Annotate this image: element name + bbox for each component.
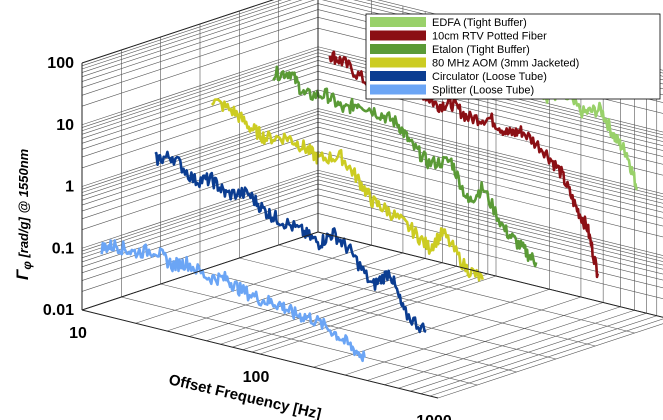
grid-line-side-y [81,0,316,77]
grid-line-side-y [81,121,319,201]
grid-line-back-y [317,121,663,208]
legend-swatch [370,30,426,41]
grid-line-side-y [81,71,319,150]
grid-line-back-y [317,213,663,300]
axis-frame-edge [317,231,663,318]
grid-line-side-y [81,56,319,135]
grid-line-side-y [81,202,319,281]
grid-line-back-y [317,114,663,201]
grid-line-side-y [81,172,319,252]
y-axis-title-rest: [rad/g] @ 1550nm [16,148,31,261]
legend-swatch [370,17,426,27]
grid-line-side-y [81,151,319,230]
legend-label: 10cm RTV Potted Fiber [432,31,547,43]
grid-line-side-y [81,46,319,126]
legend-label: Etalon (Tight Buffer) [432,44,530,56]
y-axis-title-subscript: φ [20,261,34,270]
grid-line-back-y [317,108,663,195]
grid-line-side-y [81,194,319,274]
grid-line-side-y [81,213,319,292]
grid-line-back-y [317,117,663,204]
grid-line-side-y [81,132,319,212]
grid-line-side-y [81,27,319,107]
legend-swatch [370,57,426,68]
series-line-2 [272,65,538,268]
y-axis-title-symbol: Γ [13,268,32,280]
grid-line-back-y [317,194,663,281]
axis-frame-edge [81,231,319,311]
grid-line-back-y [317,151,663,238]
y-tick-label: 0.01 [43,302,74,319]
legend-label: EDFA (Tight Buffer) [432,17,527,29]
grid-line-back-y [317,126,663,213]
grid-line-back-y [317,89,663,176]
grid-line-side-y [81,117,319,197]
grid-line-back-y [317,132,663,219]
grid-line-side-y [81,114,319,193]
legend: EDFA (Tight Buffer) 10cm RTV Potted Fiber… [365,13,661,100]
grid-line-side-y [81,169,319,249]
legend-swatch [370,84,426,95]
grid-line-side-y [81,49,319,128]
series-line-4 [154,150,427,334]
grid-line-side-y [81,111,319,190]
series-line-5 [100,239,366,363]
grid-line-floor-depth [239,257,596,347]
grid-line-floor-x [429,318,663,397]
legend-swatch [370,71,426,81]
grid-line-back-y [317,140,663,227]
grid-line-side-y [81,52,319,132]
axis-frame-edge [81,0,275,64]
grid-line-side-y [81,0,283,67]
x-tick-label: 100 [243,369,270,386]
y-tick-label: 1 [65,179,74,196]
grid-line-floor-depth [278,244,635,334]
legend-swatch [370,44,426,54]
grid-line-side-y [81,0,303,73]
grid-line-side-y [81,126,319,206]
grid-line-floor-depth [160,283,517,373]
axis-frame-edge [81,309,439,399]
grid-line-side-y [81,175,319,255]
y-tick-label: 100 [47,55,74,72]
x-tick-label: 10 [69,325,87,342]
y-tick-label: 0.1 [52,240,74,257]
grid-line-floor-depth [199,270,557,360]
axes-layer: 100 10 1 0.1 0.01 10 100 1000 [43,0,663,420]
grid-line-back-y [317,179,663,266]
grid-line-side-y [81,78,319,158]
legend-label: Splitter (Loose Tube) [432,85,534,97]
grid-line-back-y [317,172,663,259]
x-tick-label: 1000 [416,413,452,420]
grid-line-side-y [81,0,292,70]
series-line-3 [210,98,484,282]
grid-line-side-y [81,3,319,82]
grid-line-back-y [317,111,663,197]
y-tick-label: 10 [56,117,74,134]
grid-line-floor-depth [121,296,478,386]
grid-line-side-y [81,17,319,96]
legend-label: 80 MHz AOM (3mm Jacketed) [432,58,579,70]
grid-line-side-y [81,179,319,259]
grid-line-side-y [81,108,319,187]
grid-line-back-y [317,183,663,270]
grid-line-side-y [81,89,319,169]
grid-line-back-y [317,202,663,289]
y-axis-title: Γφ [rad/g] @ 1550nm [13,148,34,280]
legend-label: Circulator (Loose Tube) [432,71,547,83]
grid-line-side-y [81,9,319,88]
